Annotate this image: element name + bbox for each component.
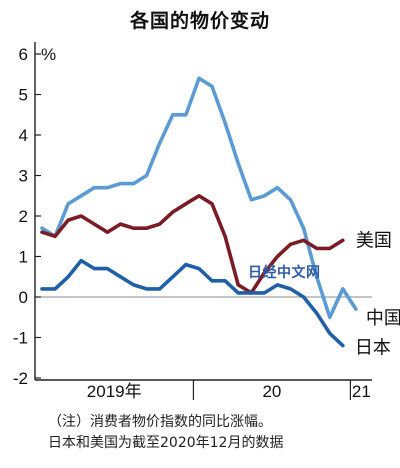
y-tick-label: 6 (19, 45, 28, 64)
note-line-1: （注）消费者物价指数的同比涨幅。 (48, 414, 272, 430)
y-tick-label: 1 (19, 248, 28, 267)
x-group-label: 2019年 (87, 382, 142, 401)
y-tick-label: 4 (19, 126, 28, 145)
y-tick-label: 0 (19, 288, 28, 307)
series-line-japan (40, 258, 345, 348)
y-tick-label: -2 (13, 369, 28, 388)
series-label-china: 中国 (366, 308, 400, 329)
x-group-label: 21 (352, 382, 371, 401)
note-line-2: 日本和美国为截至2020年12月的数据 (48, 435, 284, 451)
x-group-label: 20 (262, 382, 281, 401)
y-tick-label: 2 (19, 207, 28, 226)
y-tick-label: -1 (13, 329, 28, 348)
watermark: 日经中文网 (248, 265, 321, 281)
series-line-china (40, 76, 358, 320)
y-unit-label: % (41, 45, 56, 64)
series-label-usa: 美国 (356, 230, 392, 251)
series-line-usa (40, 194, 345, 295)
series-label-japan: 日本 (355, 338, 391, 359)
chart-title: 各国的物价变动 (129, 10, 270, 32)
y-tick-label: 5 (19, 86, 28, 105)
y-tick-label: 3 (19, 167, 28, 186)
